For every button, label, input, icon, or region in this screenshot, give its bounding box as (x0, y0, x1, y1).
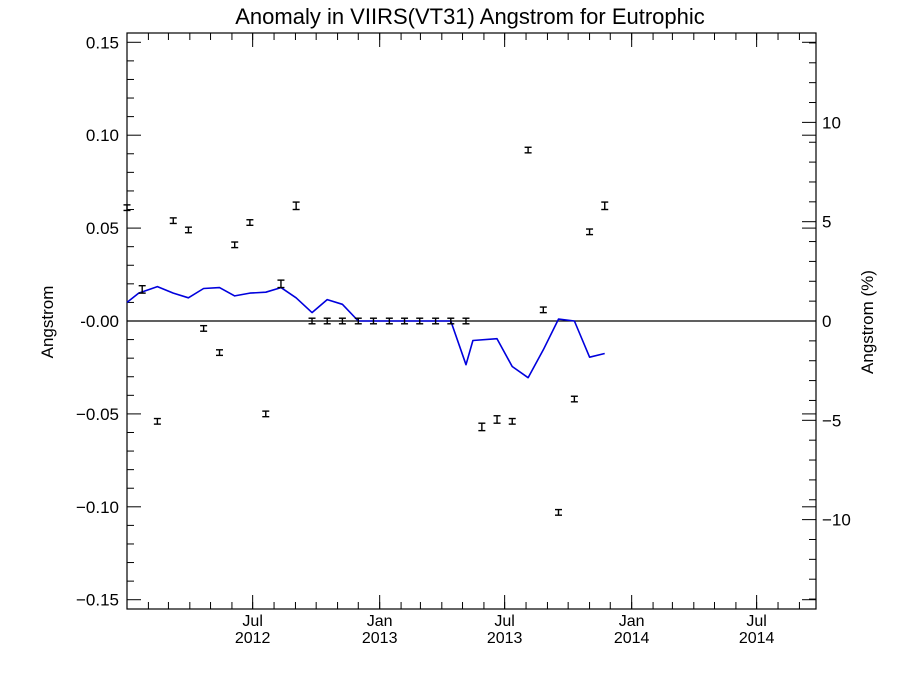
y2-axis-title: Angstrom (%) (858, 270, 877, 374)
errorbar-point (539, 306, 547, 314)
errorbar-point (138, 284, 146, 294)
y-tick-label: 0.05 (86, 219, 119, 238)
x-tick-year: 2014 (614, 630, 650, 647)
x-tick-month: Jul (242, 613, 262, 630)
errorbar-point (601, 201, 609, 211)
chart-title: Anomaly in VIIRS(VT31) Angstrom for Eutr… (235, 4, 705, 29)
errorbar-point (184, 226, 192, 234)
x-tick-month: Jan (367, 613, 393, 630)
x-tick-year: 2012 (235, 630, 271, 647)
errorbar-point (323, 317, 331, 325)
errorbar-point (554, 508, 562, 516)
series-line-path (126, 285, 605, 379)
errorbar-point (169, 217, 177, 225)
y-tick-label: 0.10 (86, 126, 119, 145)
y2-tick-label: 0 (822, 312, 831, 331)
x-tick-year: 2013 (487, 630, 523, 647)
errorbar-point (432, 317, 440, 325)
anomaly-errorbars (123, 146, 609, 516)
errorbar-point (246, 219, 254, 227)
errorbar-point (354, 317, 362, 325)
x-tick-year: 2014 (739, 630, 775, 647)
errorbar-point (586, 228, 594, 236)
errorbar-point (308, 317, 316, 325)
errorbar-point (493, 415, 501, 424)
errorbar-point (153, 417, 161, 425)
errorbar-point (478, 422, 486, 432)
x-tick-month: Jan (619, 613, 645, 630)
y2-tick-label: 5 (822, 213, 831, 232)
errorbar-point (231, 241, 239, 249)
errorbar-point (200, 324, 208, 332)
errorbar-point (123, 204, 131, 212)
y-axis-title: Angstrom (38, 286, 57, 359)
errorbar-point (262, 410, 270, 418)
errorbar-point (416, 317, 424, 325)
errorbar-point (292, 201, 300, 211)
errorbar-point (369, 317, 377, 325)
y2-tick-label: 10 (822, 113, 841, 132)
y-tick-label: -0.00 (80, 312, 119, 331)
errorbar-point (277, 279, 285, 289)
errorbar-point (401, 317, 409, 325)
x-tick-month: Jul (746, 613, 766, 630)
errorbar-point (524, 146, 532, 154)
y-tick-label: −0.15 (76, 591, 119, 610)
anomaly-percent-line (126, 285, 605, 379)
x-tick-year: 2013 (362, 630, 398, 647)
y2-tick-label: −5 (822, 411, 841, 430)
x-tick-month: Jul (494, 613, 514, 630)
y2-tick-label: −10 (822, 511, 851, 530)
errorbar-point (338, 317, 346, 325)
y-tick-label: −0.10 (76, 498, 119, 517)
y2-axis-ticks: −10 −5 0 5 10 (802, 42, 851, 600)
errorbar-point (570, 395, 578, 403)
errorbar-point (508, 417, 516, 425)
y-tick-label: 0.15 (86, 33, 119, 52)
y-tick-label: −0.05 (76, 405, 119, 424)
errorbar-point (447, 317, 455, 325)
errorbar-point (462, 317, 470, 325)
errorbar-point (385, 317, 393, 325)
errorbar-point (216, 349, 224, 357)
